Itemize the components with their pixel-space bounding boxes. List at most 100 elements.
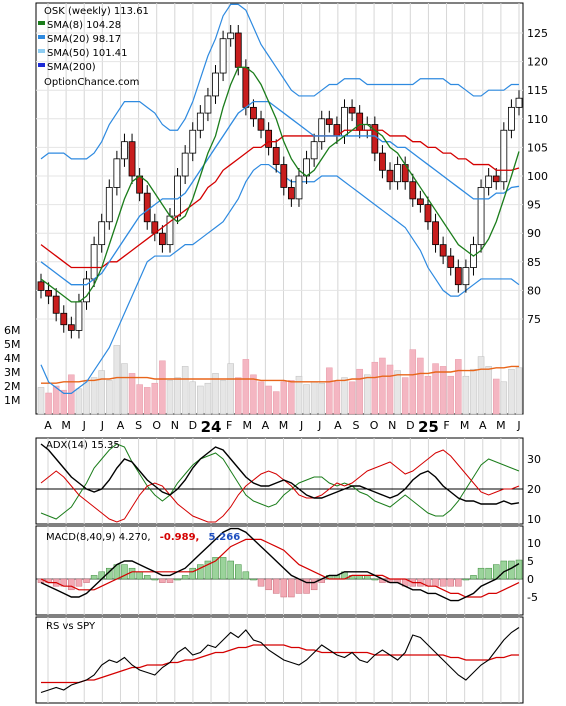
price-tick-label: 115 xyxy=(527,84,548,97)
macd-histogram-bar xyxy=(432,578,439,587)
volume-bar xyxy=(181,366,189,415)
volume-bar xyxy=(318,382,325,415)
legend-entry-sma200: SMA(200) xyxy=(47,62,96,73)
candle-body xyxy=(174,175,181,217)
volume-bar xyxy=(242,359,250,415)
price-tick-label: 85 xyxy=(527,256,541,269)
sma8-line xyxy=(40,66,520,303)
month-tick-label: M xyxy=(460,419,470,432)
macd-histogram-bar xyxy=(151,578,159,581)
month-tick-label: J xyxy=(82,419,86,432)
candle-body xyxy=(454,267,462,286)
macd-tick-label: -5 xyxy=(527,591,538,604)
candle-body xyxy=(60,312,68,326)
upper-band-line xyxy=(40,3,519,160)
volume-bar xyxy=(500,381,508,415)
volume-bar xyxy=(432,363,439,415)
price-tick-label: 105 xyxy=(527,141,548,154)
candle-body xyxy=(508,106,515,131)
macd-histogram-bar xyxy=(470,575,477,580)
volume-bar xyxy=(462,375,470,415)
volume-bar xyxy=(174,377,181,415)
volume-bar xyxy=(197,385,204,415)
indicator-series xyxy=(36,443,523,694)
volume-bar xyxy=(326,367,333,415)
adx-tick-label: 30 xyxy=(527,453,541,466)
volume-bar xyxy=(364,374,371,415)
price-tick-label: 125 xyxy=(527,27,548,40)
volume-tick-label: 4M xyxy=(4,352,21,365)
volume-bar xyxy=(485,366,492,415)
candle-body xyxy=(492,175,500,183)
macd-histogram-bar xyxy=(166,578,174,583)
volume-bar xyxy=(379,357,386,415)
volume-bar xyxy=(272,391,280,415)
adx-tick-label: 20 xyxy=(527,483,541,496)
volume-bar xyxy=(477,356,485,415)
candle-body xyxy=(462,267,470,286)
moving-average-lines xyxy=(40,66,520,303)
rs-line xyxy=(40,627,520,694)
macd-label: MACD(8,40,9) 4.270, -0.989, 5.266 xyxy=(46,532,240,543)
legend-entry-sma50: SMA(50) 101.41 xyxy=(47,48,128,59)
macd-histogram-bar xyxy=(242,571,250,580)
candle-body xyxy=(287,187,295,200)
volume-bar xyxy=(159,360,166,415)
macd-histogram-bar xyxy=(295,578,303,594)
volume-bar xyxy=(424,375,432,415)
volume-bar xyxy=(348,381,356,415)
adx-tick-label: 10 xyxy=(527,513,541,526)
macd-histogram-bar xyxy=(121,564,128,580)
candle-body xyxy=(98,221,106,246)
legend-entry-sma20: SMA(20) 98.17 xyxy=(47,34,121,45)
volume-bar xyxy=(265,385,272,415)
price-tick-label: 120 xyxy=(527,56,548,69)
candle-body xyxy=(310,141,318,160)
candle-body xyxy=(250,106,257,120)
month-tick-label: M xyxy=(61,419,71,432)
candle-body xyxy=(196,112,204,131)
month-tick-label: M xyxy=(243,419,253,432)
macd-histogram-bar xyxy=(288,578,295,598)
macd-histogram-bar xyxy=(303,578,310,594)
macd-histogram-bar xyxy=(219,557,227,580)
volume-bar xyxy=(98,370,105,415)
month-tick-label: S xyxy=(135,419,142,432)
price-tick-label: 90 xyxy=(527,227,541,240)
macd-histogram-bar xyxy=(280,578,288,598)
macd-histogram-bar xyxy=(75,578,83,587)
rs-panel xyxy=(35,616,524,704)
candle-body xyxy=(121,141,128,160)
gridlines xyxy=(36,3,523,703)
candle-body xyxy=(189,129,197,154)
volume-bar xyxy=(113,345,121,415)
month-tick-label: F xyxy=(443,419,449,432)
candle-body xyxy=(318,118,326,143)
volume-average-line xyxy=(41,365,519,384)
macd-histogram-bar xyxy=(371,578,379,581)
month-tick-label: A xyxy=(479,419,487,432)
macd-tick-label: 5 xyxy=(527,555,534,568)
volume-bar xyxy=(303,384,310,415)
sma50-line xyxy=(40,129,520,269)
month-tick-label: A xyxy=(117,419,125,432)
volume-tick-label: 5M xyxy=(4,338,21,351)
volume-bar xyxy=(212,373,219,415)
candle-body xyxy=(67,324,75,331)
month-tick-label: A xyxy=(262,419,270,432)
volume-bar xyxy=(455,359,462,415)
volume-bar xyxy=(235,377,242,415)
minus-di-line xyxy=(40,449,520,523)
candle-body xyxy=(158,232,166,246)
macd-histogram-bar xyxy=(515,559,523,580)
month-tick-label: J xyxy=(299,419,303,432)
axis-labels: A M J J A S O N D 24 F M A M J J A S O N D 25 F M A M J12512011511… xyxy=(4,27,548,604)
rs-average-line xyxy=(41,644,519,684)
candle-body xyxy=(52,295,60,314)
volume-bar xyxy=(515,367,523,415)
month-tick-label: F xyxy=(226,419,232,432)
volume-bar xyxy=(417,357,424,415)
candle-body xyxy=(485,175,493,188)
candle-body xyxy=(447,255,455,268)
candle-body xyxy=(386,169,394,183)
